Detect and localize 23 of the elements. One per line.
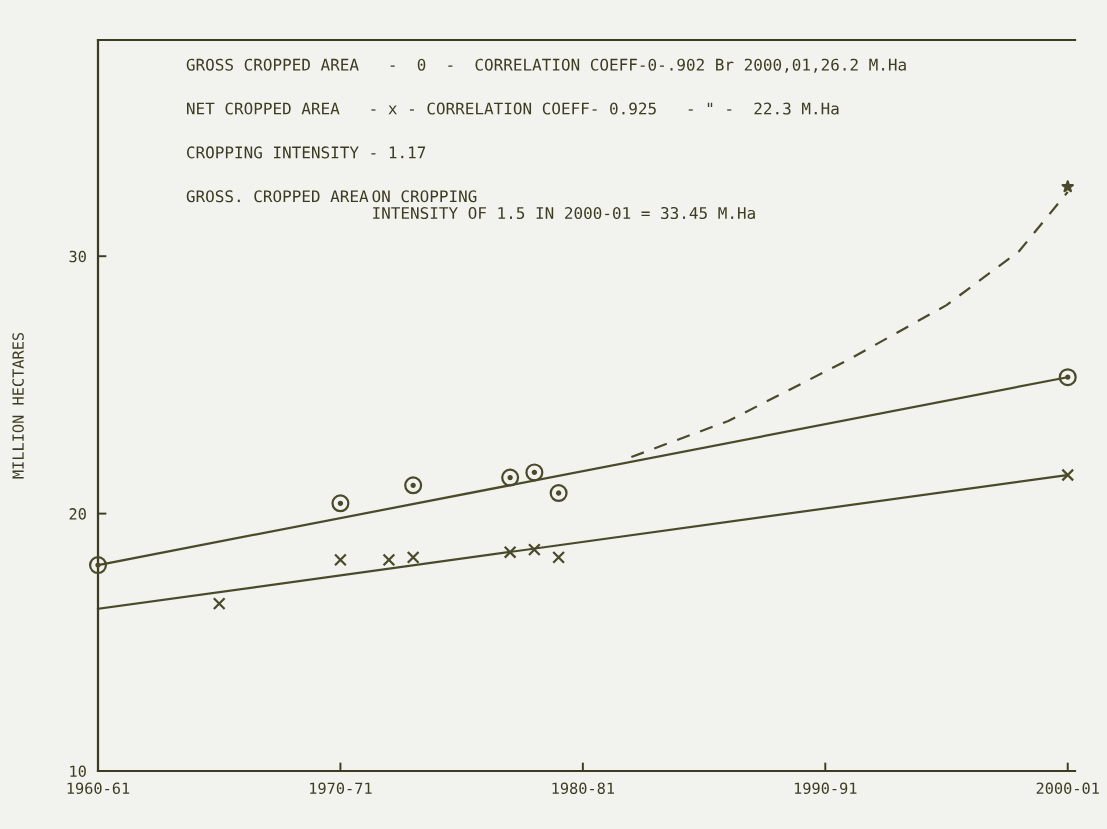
point xyxy=(503,545,517,559)
point xyxy=(333,553,347,567)
annotation: NET CROPPED AREA - x - CORRELATION COEFF- 0.925 - " - 22.3 M.Ha xyxy=(187,102,839,115)
y-tick-label: 10 xyxy=(70,765,86,778)
point xyxy=(382,553,396,567)
x-tick-label: 2000-01 xyxy=(1036,782,1099,795)
point xyxy=(527,543,541,557)
point xyxy=(1061,468,1075,482)
x-tick-label: 1970-71 xyxy=(310,782,372,795)
y-tick-label: 30 xyxy=(69,250,86,263)
y-axis-title: MILLION HECTARES xyxy=(12,332,24,479)
point xyxy=(552,550,566,564)
point xyxy=(406,550,420,564)
annotation: GROSS CROPPED AREA - 0 - CORRELATION COEFF-0-.902 Br 2000,01,26.2 M.Ha xyxy=(186,58,906,73)
annotation: CROPPING INTENSITY - 1.17 xyxy=(187,146,426,159)
point xyxy=(212,597,226,611)
x-tick-label: 1990-91 xyxy=(794,782,857,795)
point xyxy=(1061,180,1074,193)
x-tick-label: 1980-81 xyxy=(552,782,615,795)
annotation: ON CROPPING INTENSITY OF 1.5 IN 2000-01 = 33.45 M.Ha xyxy=(372,190,755,220)
annotation: GROSS. CROPPED AREA xyxy=(186,190,369,203)
x-tick-label: 1960-61 xyxy=(67,782,130,795)
y-tick-label: 20 xyxy=(69,508,86,520)
